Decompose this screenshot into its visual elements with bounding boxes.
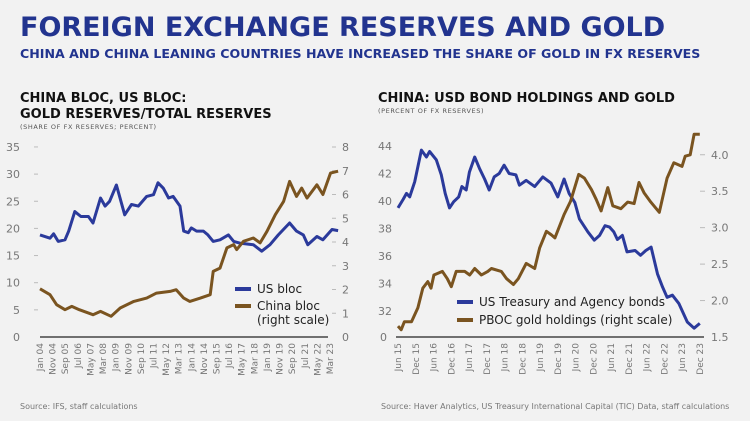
left-y-tick-label: 36 [378, 250, 392, 263]
x-tick-label: Jan 04 [36, 343, 46, 372]
x-tick-label: Jan 19 [263, 343, 273, 372]
left-chart-subtitle: (SHARE OF FX RESERVES; PERCENT) [20, 123, 157, 131]
x-tick-label: Dec 19 [554, 343, 564, 375]
left-y-tick-label: 34 [378, 278, 392, 291]
right-y-tick-label: 5 [342, 212, 349, 225]
x-tick-label: Jun 19 [536, 343, 546, 373]
x-tick-label: May 12 [162, 343, 172, 376]
x-tick-label: Dec 16 [447, 343, 457, 375]
left-chart: 0 5 10 15 20 25 30 35 0 1 2 3 4 5 6 7 8 Jan 04 Nov 04 Sep 0… [6, 141, 349, 376]
left-y-tick-label: 0 [13, 331, 20, 344]
right-y-tick-label: 2.5 [711, 258, 729, 271]
left-y-tick-label: 44 [378, 140, 392, 153]
legend-label-us-treasury: US Treasury and Agency bonds [479, 295, 665, 309]
x-tick-label: Dec 21 [625, 343, 635, 375]
x-tick-label: Jul 21 [301, 343, 311, 369]
right-y-tick-label: 1.5 [711, 331, 729, 344]
right-y-tick-label: 4.0 [711, 149, 729, 162]
left-y-tick-label: 35 [6, 141, 20, 154]
x-tick-label: May 07 [86, 343, 96, 376]
x-tick-label: May 17 [238, 343, 248, 376]
left-y-tick-label: 10 [6, 277, 20, 290]
left-y-tick-label: 20 [6, 222, 20, 235]
x-tick-label: Mar 18 [250, 343, 260, 375]
x-tick-label: Sep 15 [213, 343, 223, 374]
x-tick-label: Sep 05 [61, 343, 71, 374]
legend-label-us-bloc: US bloc [257, 282, 302, 296]
right-y-tick-label: 3 [342, 260, 349, 273]
left-chart-title-1: CHINA BLOC, US BLOC: [20, 91, 186, 106]
left-y-tick-label: 15 [6, 250, 20, 263]
x-tick-label: Dec 23 [696, 343, 706, 375]
x-tick-label: Nov 04 [49, 343, 59, 375]
x-tick-label: Dec 17 [483, 343, 493, 375]
x-tick-label: Jul 06 [74, 343, 84, 369]
x-tick-label: Jun 23 [678, 343, 688, 372]
left-y-tick-label: 5 [13, 304, 20, 317]
x-tick-label: Jun 21 [607, 343, 617, 372]
x-tick-label: Jun 15 [394, 343, 404, 372]
x-tick-label: May 22 [313, 343, 323, 376]
right-y-tick-label: 2 [342, 284, 349, 297]
x-tick-label: Nov 09 [124, 343, 134, 375]
x-tick-label: Mar 13 [175, 343, 185, 374]
left-source: Source: IFS, staff calculations [20, 402, 138, 411]
x-tick-label: Jul 16 [225, 343, 235, 369]
x-tick-label: Dec 20 [589, 343, 599, 375]
right-y-tick-label: 4 [342, 236, 349, 249]
right-y-tick-label: 3.5 [711, 185, 729, 198]
legend-label-china-bloc: China bloc [257, 299, 320, 313]
left-y-tick-label: 25 [6, 195, 20, 208]
china-bloc-line [39, 169, 339, 318]
x-tick-label: Dec 15 [412, 343, 422, 375]
right-y-tick-label: 3.0 [711, 222, 729, 235]
x-tick-label: Jun 17 [465, 343, 475, 372]
left-y-tick-label: 38 [378, 223, 392, 236]
x-tick-label: Jun 18 [501, 343, 511, 373]
legend-label-china-note: (right scale) [257, 313, 329, 327]
left-y-tick-label: 30 [6, 168, 20, 181]
right-source: Source: Haver Analytics, US Treasury Int… [381, 402, 729, 411]
legend-label-pboc-gold: PBOC gold holdings (right scale) [479, 313, 672, 327]
x-tick-label: Jun 20 [572, 343, 582, 373]
right-y-tick-label: 7 [342, 165, 349, 178]
right-y-tick-label: 1 [342, 307, 349, 320]
left-chart-title-2: GOLD RESERVES/TOTAL RESERVES [20, 107, 272, 122]
right-chart: 32 34 36 38 40 42 44 0 1.5 2.0 2.5 3.0 3.5 4.0 Jun 15 D… [378, 132, 729, 375]
x-tick-label: Mar 08 [99, 343, 109, 375]
right-chart-subtitle: (PERCENT OF FX RESERVES) [378, 107, 484, 115]
x-tick-label: Jan 09 [112, 343, 122, 372]
left-y-tick-label: 40 [378, 195, 392, 208]
x-tick-label: Nov 14 [200, 343, 210, 375]
left-y-tick-label: 32 [378, 305, 392, 318]
left-y-zero-label: 0 [380, 331, 387, 344]
pboc-gold-line [396, 132, 700, 332]
x-tick-label: Sep 10 [137, 343, 147, 375]
x-tick-label: Dec 18 [518, 343, 528, 375]
x-tick-label: Sep 20 [288, 343, 298, 375]
main-title: FOREIGN EXCHANGE RESERVES AND GOLD [20, 12, 665, 43]
left-y-tick-label: 42 [378, 168, 392, 181]
x-tick-label: Nov 19 [276, 343, 286, 375]
main-subtitle: CHINA AND CHINA LEANING COUNTRIES HAVE I… [20, 46, 700, 61]
us-bloc-line [39, 181, 339, 253]
right-y-tick-label: 8 [342, 141, 349, 154]
right-y-tick-label: 0 [342, 331, 349, 344]
x-tick-label: Mar 23 [326, 343, 336, 374]
right-y-tick-label: 2.0 [711, 295, 729, 308]
us-treasury-line [396, 148, 701, 330]
x-tick-label: Jan 14 [187, 343, 197, 372]
x-tick-label: Jul 11 [149, 343, 159, 369]
x-tick-label: Dec 22 [660, 343, 670, 375]
right-y-tick-label: 6 [342, 189, 349, 202]
x-tick-label: Jun 22 [643, 343, 653, 372]
x-tick-label: Jun 16 [430, 343, 440, 373]
right-chart-title: CHINA: USD BOND HOLDINGS AND GOLD [378, 91, 675, 106]
